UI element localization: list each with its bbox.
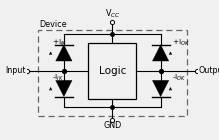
Text: Input: Input [5,66,26,75]
Polygon shape [56,80,72,97]
Bar [88,43,136,99]
Text: Device: Device [39,20,67,29]
Polygon shape [152,45,169,61]
Text: GND: GND [103,121,121,130]
Polygon shape [152,80,169,97]
Text: Logic: Logic [99,66,126,76]
Bar [37,30,187,116]
Text: +I$_{IK}$: +I$_{IK}$ [52,37,68,47]
Text: V$_{CC}$: V$_{CC}$ [104,8,120,20]
Polygon shape [56,45,72,61]
Text: Output: Output [199,66,219,75]
Text: -I$_{IK}$: -I$_{IK}$ [52,73,64,83]
Text: -I$_{OK}$: -I$_{OK}$ [172,73,187,83]
Text: +I$_{OK}$: +I$_{OK}$ [172,37,190,47]
